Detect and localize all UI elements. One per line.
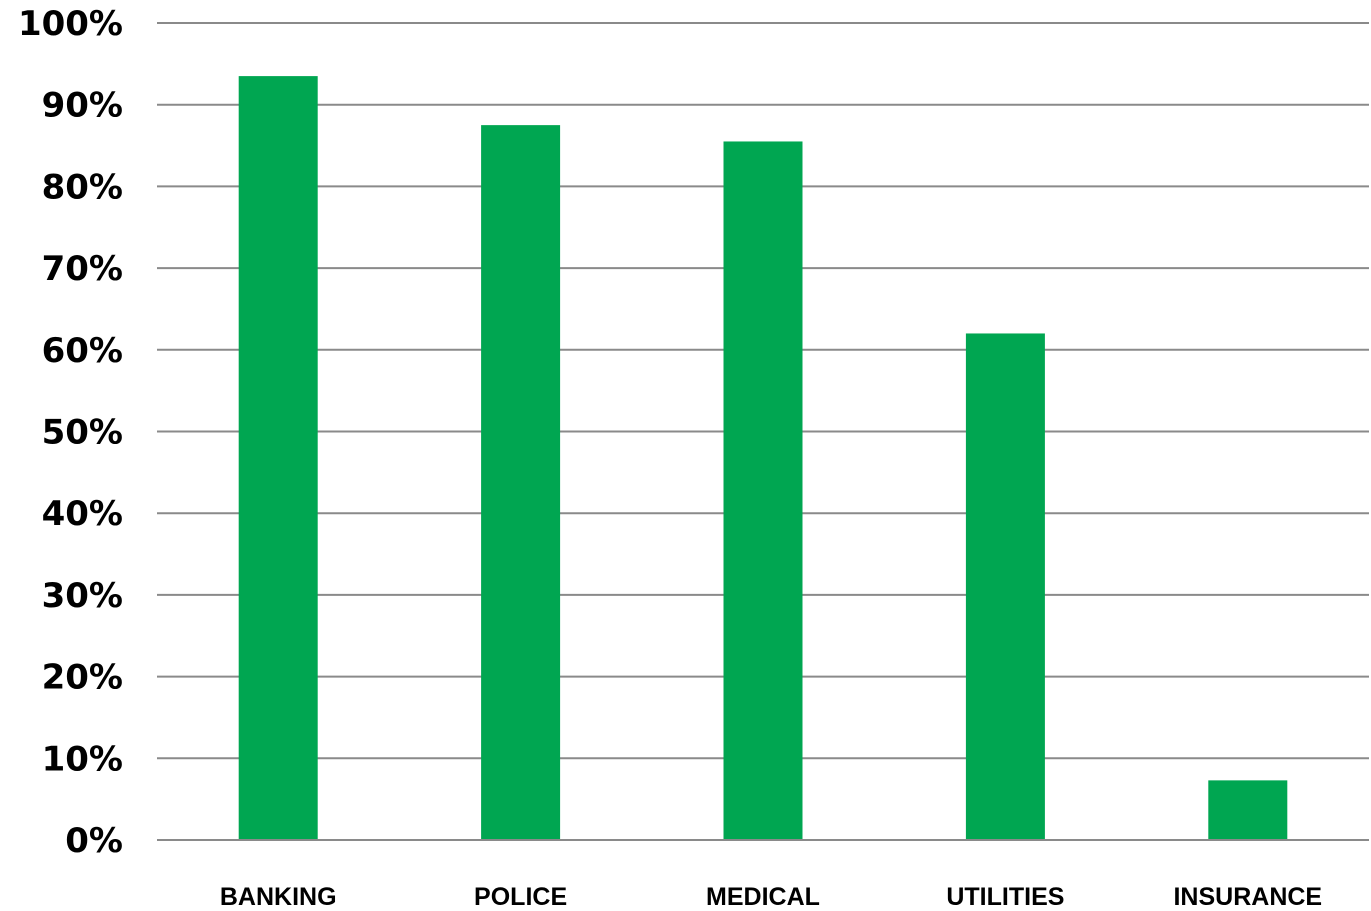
bar-banking — [238, 76, 318, 841]
x-category-label: INSURANCE — [1173, 883, 1322, 911]
x-category-label: MEDICAL — [706, 883, 820, 911]
y-tick-label: 20% — [42, 658, 123, 698]
y-tick-label: 10% — [42, 739, 123, 779]
y-tick-label: 40% — [42, 494, 123, 534]
y-tick-label: 60% — [42, 331, 123, 371]
bar-utilities — [965, 333, 1045, 840]
bars — [157, 76, 1369, 841]
x-axis-category-labels: BANKING POLICE MEDICAL UTILITIES INSURANCE — [220, 883, 1322, 911]
bar-police — [481, 125, 561, 840]
y-tick-label: 50% — [42, 413, 123, 453]
y-tick-label: 80% — [42, 167, 123, 207]
y-tick-label: 100% — [18, 4, 123, 44]
bar-medical — [723, 141, 803, 841]
x-category-label: POLICE — [474, 883, 567, 911]
y-tick-label: 70% — [42, 249, 123, 289]
y-tick-label: 90% — [42, 86, 123, 126]
x-category-label: BANKING — [220, 883, 337, 911]
x-category-label: UTILITIES — [946, 883, 1064, 911]
y-tick-label: 0% — [65, 821, 123, 861]
y-tick-label: 30% — [42, 576, 123, 616]
y-axis-tick-labels: 0% 10% 20% 30% 40% 50% 60% 70% 80% 90% 100% — [18, 4, 123, 861]
bar-insurance — [1208, 780, 1288, 840]
